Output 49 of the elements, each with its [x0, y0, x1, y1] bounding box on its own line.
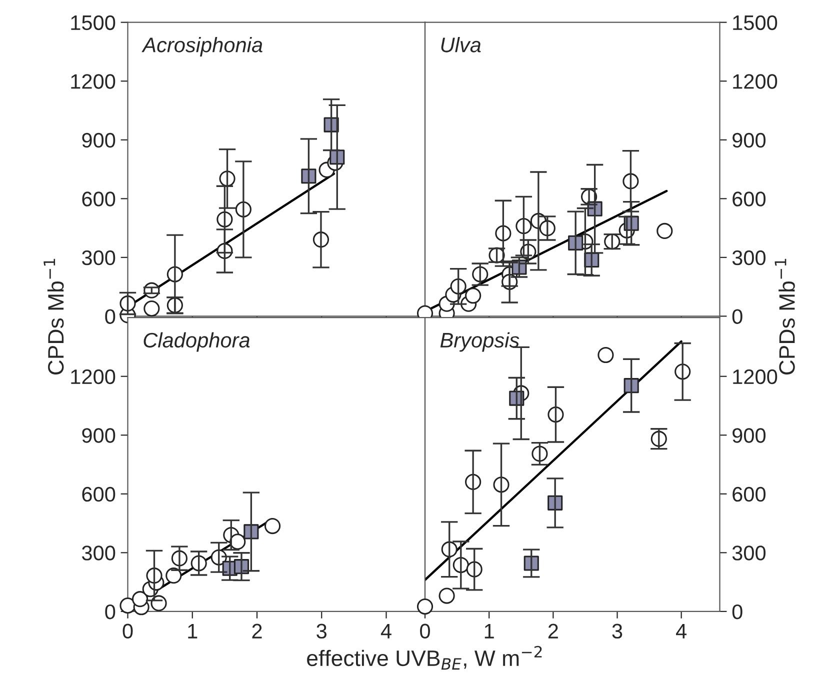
text: Acrosiphonia — [142, 37, 262, 56]
y-tick-label: 0 — [732, 309, 742, 324]
x-tick-label: 3 — [316, 624, 326, 639]
y-tick-label: 900 — [732, 428, 766, 443]
y-tick-label: 0 — [105, 604, 116, 620]
point — [598, 346, 614, 364]
point — [656, 222, 673, 240]
y-tick-label: 0 — [732, 604, 742, 620]
point — [264, 518, 281, 534]
y-tick-label: 1500 — [71, 15, 116, 30]
text: Cladophora — [144, 332, 250, 352]
x-tick-label: 0 — [122, 624, 133, 639]
x-tick-label: 4 — [380, 624, 392, 638]
point — [132, 591, 148, 608]
x-tick-label: 3 — [612, 624, 622, 639]
x-axis-title: effective UVB$_{BE}$, W m$^{−2}$ — [307, 646, 542, 670]
y-tick-label: 600 — [732, 192, 766, 206]
y-tick-label: 600 — [82, 486, 116, 502]
point — [416, 598, 434, 615]
y-tick-label: 300 — [732, 250, 766, 266]
point — [166, 568, 182, 584]
point — [230, 534, 246, 550]
y-tick-label: 300 — [732, 546, 766, 560]
y-tick-label: 1200 — [71, 74, 116, 89]
y-tick-label: 300 — [82, 546, 116, 560]
y-tick-label: 900 — [82, 132, 116, 148]
y-tick-label: 600 — [732, 486, 766, 502]
x-tick-label: 2 — [252, 624, 262, 638]
point — [120, 598, 136, 614]
y-tick-label: 300 — [82, 250, 116, 266]
y-tick-label: 900 — [732, 132, 766, 148]
y-tick-label: 1500 — [733, 15, 778, 30]
x-tick-label: 4 — [676, 624, 687, 638]
text: Ulva — [441, 37, 481, 52]
y-tick-label: 900 — [82, 428, 116, 443]
y-axis-title: CPDs Mb$^{−1}$ — [44, 258, 64, 375]
x-tick-label: 1 — [484, 624, 494, 638]
x-tick-label: 1 — [188, 624, 198, 638]
x-tick-label: 0 — [420, 624, 430, 639]
y-tick-label: 0 — [105, 309, 116, 324]
point — [438, 588, 455, 604]
x-tick-label: 2 — [548, 624, 558, 638]
point — [144, 300, 160, 317]
y-tick-label: 1200 — [733, 74, 778, 89]
y-tick-label: 600 — [82, 192, 116, 206]
point — [465, 288, 482, 304]
text: Bryopsis — [440, 332, 520, 352]
y-tick-label: 1200 — [733, 369, 778, 384]
y-tick-label: 1200 — [71, 369, 116, 384]
